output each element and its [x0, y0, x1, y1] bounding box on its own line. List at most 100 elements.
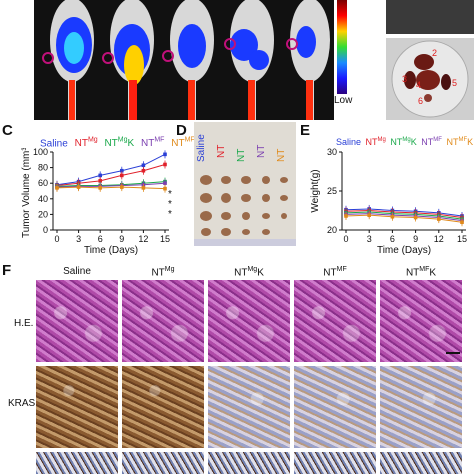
- weight-x-tick-label: 9: [413, 234, 418, 244]
- tumor-x-tick-label: 6: [98, 234, 103, 244]
- tumor-data-point: [141, 168, 146, 173]
- he-tile-mfk: [380, 280, 462, 362]
- he-tile-mf: [294, 280, 376, 362]
- weight-data-point: [367, 213, 371, 217]
- kras-tile-saline: [36, 366, 118, 448]
- panel-e-legend: Saline NTMg NTMgK NTMF NTMFK: [336, 137, 474, 147]
- d-label-mgk: NT: [236, 149, 247, 162]
- tumor-series-line-mfk: [56, 186, 166, 190]
- tumor-y-tick-label: 0: [43, 225, 48, 235]
- d-label-saline: Saline: [196, 134, 207, 162]
- tumor-y-tick-label: 60: [38, 178, 48, 188]
- weight-x-tick-label: 15: [457, 234, 467, 244]
- tumor-data-point: [120, 168, 124, 173]
- tumor-data-point: [141, 186, 146, 190]
- excised-tumors-photo: Saline NT NT NT NT: [194, 122, 296, 246]
- tumor-data-point: [163, 181, 167, 185]
- tumor-data-point: [98, 186, 102, 190]
- weight-series-line-mg: [345, 209, 463, 219]
- organ-number-3: 3: [402, 74, 407, 84]
- body-weight-chart: 20 25 30 0 3 6 9 12 15 Time (Days) Weight(g): [310, 148, 467, 256]
- column-label-2: NTMgK: [234, 266, 264, 279]
- organ-ex-vivo-image: 2 3 4 5 6: [386, 38, 474, 120]
- in-vivo-imaging-panel: [34, 0, 334, 120]
- weight-data-point: [344, 214, 348, 218]
- legend-saline: Saline: [40, 138, 68, 150]
- row-label-kras: KRAS: [8, 398, 36, 409]
- weight-data-point: [460, 220, 464, 224]
- weight-y-tick-label: 30: [327, 148, 337, 157]
- weight-y-axis-label: Weight(g): [310, 169, 321, 212]
- weight-data-point: [437, 217, 441, 221]
- weight-y-tick-label: 25: [327, 186, 337, 196]
- tumor-data-point: [98, 173, 102, 178]
- organ-number-2: 2: [432, 48, 437, 58]
- intensity-colorbar: [337, 0, 347, 94]
- weight-x-tick-label: 0: [343, 234, 348, 244]
- ihc-strip-4: [294, 452, 376, 474]
- weight-x-tick-label: 3: [367, 234, 372, 244]
- organ-dish-image: [386, 0, 474, 34]
- significance-marks: * * *: [168, 189, 172, 220]
- row-label-he: H.E.: [14, 318, 34, 329]
- weight-x-tick-label: 6: [390, 234, 395, 244]
- tumor-y-tick-label: 40: [38, 194, 48, 204]
- kras-tile-mgk: [208, 366, 290, 448]
- he-tile-saline: [36, 280, 118, 362]
- tumor-x-tick-label: 0: [54, 234, 59, 244]
- tumor-data-point: [163, 186, 167, 191]
- weight-data-point: [390, 214, 395, 219]
- column-label-3: NTMF: [323, 266, 347, 279]
- panel-label-c: C: [2, 122, 13, 139]
- tumor-data-point: [76, 185, 81, 189]
- tumor-data-point: [120, 185, 124, 189]
- organ-number-5: 5: [452, 78, 457, 88]
- tumor-y-tick-label: 20: [38, 209, 48, 219]
- tumor-data-point: [55, 186, 59, 190]
- weight-series-line-mf: [345, 213, 463, 222]
- tumor-data-point: [163, 162, 167, 167]
- weight-series-line-mgk: [345, 211, 463, 220]
- weight-data-point: [413, 215, 418, 220]
- tumor-series-line-mf: [56, 182, 166, 188]
- tumor-y-tick-label: 100: [33, 148, 48, 157]
- tumor-series-line-mg: [56, 163, 166, 187]
- tumor-data-point: [141, 163, 146, 168]
- d-label-mfk: NT: [276, 149, 287, 162]
- d-label-mf: NT: [256, 145, 267, 158]
- weight-y-tick-label: 20: [327, 225, 337, 235]
- kras-tile-mfk: [380, 366, 462, 448]
- legend-mgk: NTMgK: [104, 137, 135, 150]
- legend-mg: NTMg: [74, 137, 98, 150]
- ihc-strip-3: [208, 452, 290, 474]
- tumor-x-tick-label: 15: [160, 234, 170, 244]
- kras-tile-mf: [294, 366, 376, 448]
- column-label-4: NTMFK: [405, 266, 437, 279]
- weight-x-axis-label: Time (Days): [377, 245, 431, 256]
- weight-series-line-saline: [345, 208, 463, 217]
- tumor-x-axis-label: Time (Days): [84, 245, 138, 256]
- mice-fluorescence-image: [42, 0, 330, 120]
- tumor-volume-chart: 0 20 40 60 80 100 0 3 6 9 12 15 Time (Days) Tumor Vol…: [21, 148, 170, 256]
- organ-number-6: 6: [418, 96, 423, 106]
- organ-number-4: 4: [416, 80, 421, 90]
- panel-label-d: D: [176, 122, 187, 139]
- column-label-1: NTMg: [151, 266, 175, 279]
- tumor-y-tick-label: 80: [38, 163, 48, 173]
- colorbar-low-label: Low: [334, 95, 353, 106]
- tumor-data-point: [98, 179, 102, 183]
- tumor-x-tick-label: 12: [138, 234, 148, 244]
- he-tile-mg: [122, 280, 204, 362]
- tumor-series-line-saline: [56, 153, 166, 186]
- tumor-x-tick-label: 3: [76, 234, 81, 244]
- tumor-x-tick-label: 9: [119, 234, 124, 244]
- ihc-strip-5: [380, 452, 462, 474]
- column-label-0: Saline: [63, 266, 91, 277]
- ihc-strip-1: [36, 452, 118, 474]
- tumor-y-axis-label: Tumor Volume (mm³): [21, 148, 32, 238]
- panel-label-e: E: [300, 122, 311, 139]
- scale-bar: [446, 352, 460, 354]
- weight-x-tick-label: 12: [434, 234, 444, 244]
- d-label-mg: NT: [216, 145, 227, 158]
- panel-label-f: F: [2, 262, 12, 279]
